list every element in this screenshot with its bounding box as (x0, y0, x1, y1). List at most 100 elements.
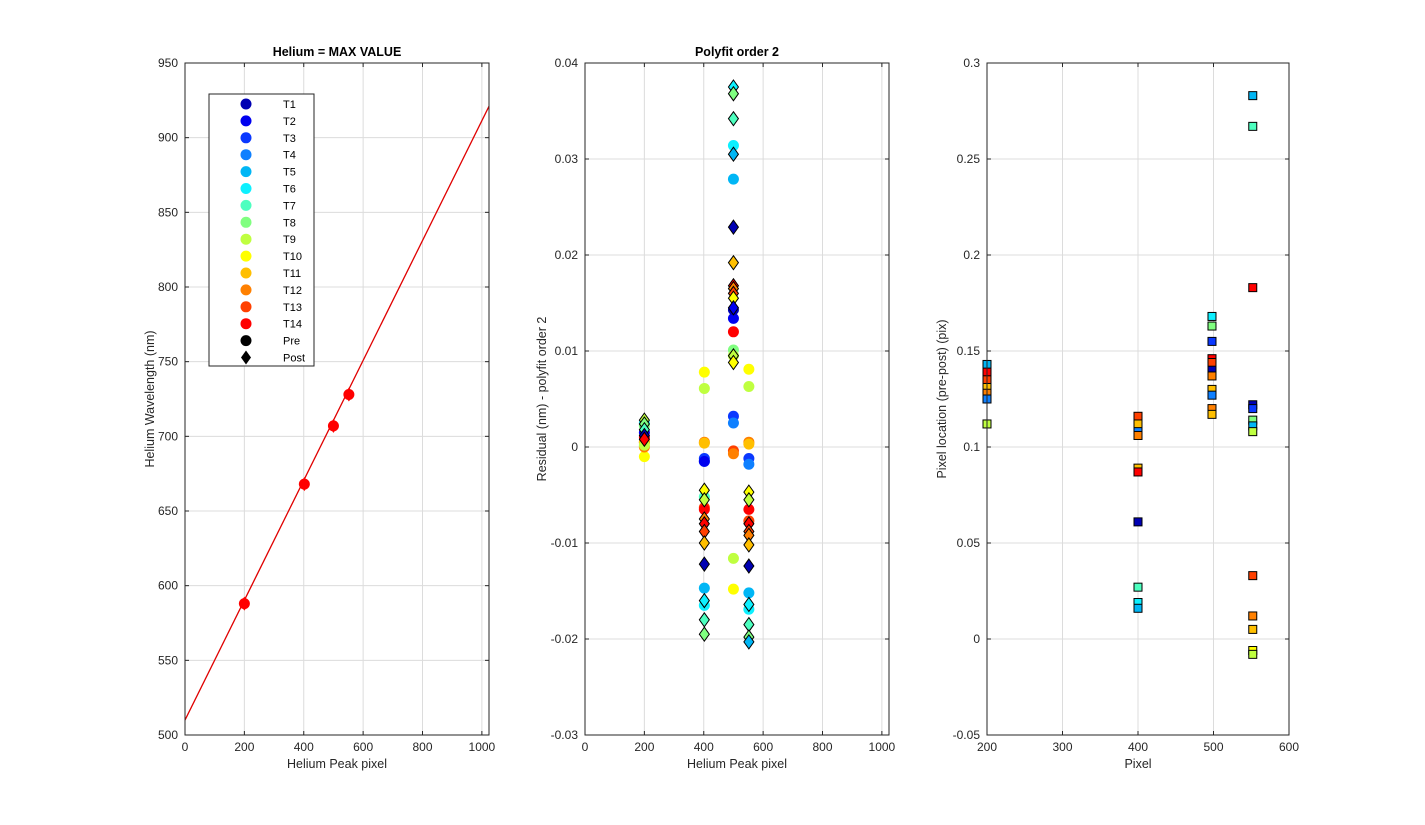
polyfit-residual-panel: 0 200 400 600 800 1000 -0.03 -0.02 -0.01 0 0.01 0.0… (535, 45, 896, 771)
y-axis-label: Residual (nm) - polyfit order 2 (535, 317, 549, 482)
x-tick-label: 0 (182, 740, 189, 754)
legend-label: Post (283, 353, 305, 365)
post-point (727, 254, 740, 271)
difference-point (1207, 409, 1217, 419)
legend-marker (240, 216, 252, 228)
difference-point (1248, 624, 1258, 634)
post-point (698, 626, 710, 643)
y-tick-label: 0.3 (963, 56, 980, 70)
post-point (743, 491, 755, 508)
difference-point (1248, 611, 1258, 621)
post-point (743, 596, 755, 613)
axes-background (585, 63, 889, 735)
legend-marker (240, 335, 252, 347)
x-tick-label: 400 (694, 740, 714, 754)
x-axis-label: Pixel (1124, 757, 1151, 771)
x-tick-label: 1000 (869, 740, 896, 754)
pre-point (727, 448, 739, 460)
pre-point (743, 503, 755, 515)
data-point-post (328, 418, 339, 433)
x-tick-label: 200 (234, 740, 254, 754)
difference-point (1248, 404, 1258, 414)
x-tick-label: 800 (412, 740, 432, 754)
legend-label: T4 (283, 150, 296, 162)
y-tick-label: 0.01 (555, 344, 579, 358)
legend-marker (240, 267, 252, 279)
legend-label: T9 (283, 234, 296, 246)
y-tick-label: 0.15 (957, 344, 981, 358)
legend-marker (240, 132, 252, 144)
post-point (638, 431, 650, 448)
data-series (638, 79, 755, 650)
difference-point (1207, 358, 1217, 368)
post-point (698, 491, 710, 508)
pre-point (743, 381, 755, 393)
pre-point (698, 382, 710, 394)
x-axis-label: Helium Peak pixel (287, 757, 387, 771)
pre-point (743, 458, 755, 470)
post-point (743, 537, 755, 553)
post-point (743, 634, 755, 650)
x-axis-label: Helium Peak pixel (687, 757, 787, 771)
legend-label: T6 (283, 184, 296, 196)
y-tick-label: 0.25 (957, 152, 981, 166)
difference-point (1133, 517, 1143, 527)
x-tick-label: 0 (582, 740, 589, 754)
y-tick-label: 0.02 (555, 248, 579, 262)
gridlines (584, 62, 889, 736)
axes-frame (184, 62, 490, 736)
legend-label: T5 (283, 167, 296, 179)
x-tick-label: 600 (753, 740, 773, 754)
legend-marker (240, 149, 252, 161)
x-tick-label: 600 (353, 740, 373, 754)
y-axis-label: Helium Wavelength (nm) (143, 330, 157, 467)
legend-marker (240, 166, 252, 178)
y-tick-label: 950 (158, 56, 178, 70)
difference-point (1133, 467, 1143, 477)
difference-point (1133, 582, 1143, 592)
y-tick-label: 600 (158, 579, 178, 593)
y-tick-label: 750 (158, 355, 178, 369)
difference-point (1133, 430, 1143, 440)
x-tick-label: 200 (634, 740, 654, 754)
pre-point (727, 173, 739, 185)
axes-frame (584, 62, 890, 736)
legend-box (208, 93, 315, 367)
legend-label: T1 (283, 99, 296, 111)
post-point (698, 556, 710, 572)
y-tick-label: 0.04 (555, 56, 579, 70)
x-tick-label: 600 (1279, 740, 1299, 754)
pre-point (698, 503, 710, 515)
legend-marker (240, 183, 252, 194)
pre-point (727, 326, 739, 338)
pre-point (727, 417, 739, 429)
pre-point (727, 552, 739, 564)
post-point (727, 110, 740, 127)
y-tick-label: -0.01 (551, 536, 579, 550)
legend-marker (240, 301, 252, 313)
data-series (982, 91, 1258, 659)
legend-marker (240, 284, 252, 296)
legend-label: T10 (283, 251, 302, 263)
tick-labels: 200 300 400 500 600 -0.05 0 0.05 0.1 0.15 0.2 0.25 0… (953, 56, 1300, 754)
difference-point (1248, 571, 1258, 581)
legend-label: T13 (283, 302, 302, 314)
pre-point (727, 312, 739, 324)
post-point (743, 558, 755, 574)
post-point (727, 146, 740, 163)
tick-labels: 0 200 400 600 800 1000 500 550 600 650 700 750 800 85… (158, 56, 496, 754)
difference-point (1207, 336, 1217, 346)
y-tick-label: 0.2 (963, 248, 980, 262)
y-tick-label: 900 (158, 131, 178, 145)
difference-point (1133, 419, 1143, 429)
pre-point (698, 455, 710, 467)
tick-labels: 0 200 400 600 800 1000 -0.03 -0.02 -0.01 0 0.01 0.0… (551, 56, 896, 754)
pre-point (743, 587, 755, 599)
y-tick-label: -0.02 (551, 632, 579, 646)
legend-label: Pre (283, 336, 300, 348)
y-tick-label: 550 (158, 653, 178, 667)
x-tick-label: 800 (812, 740, 832, 754)
legend-label: T14 (283, 319, 302, 331)
x-tick-label: 300 (1052, 740, 1072, 754)
